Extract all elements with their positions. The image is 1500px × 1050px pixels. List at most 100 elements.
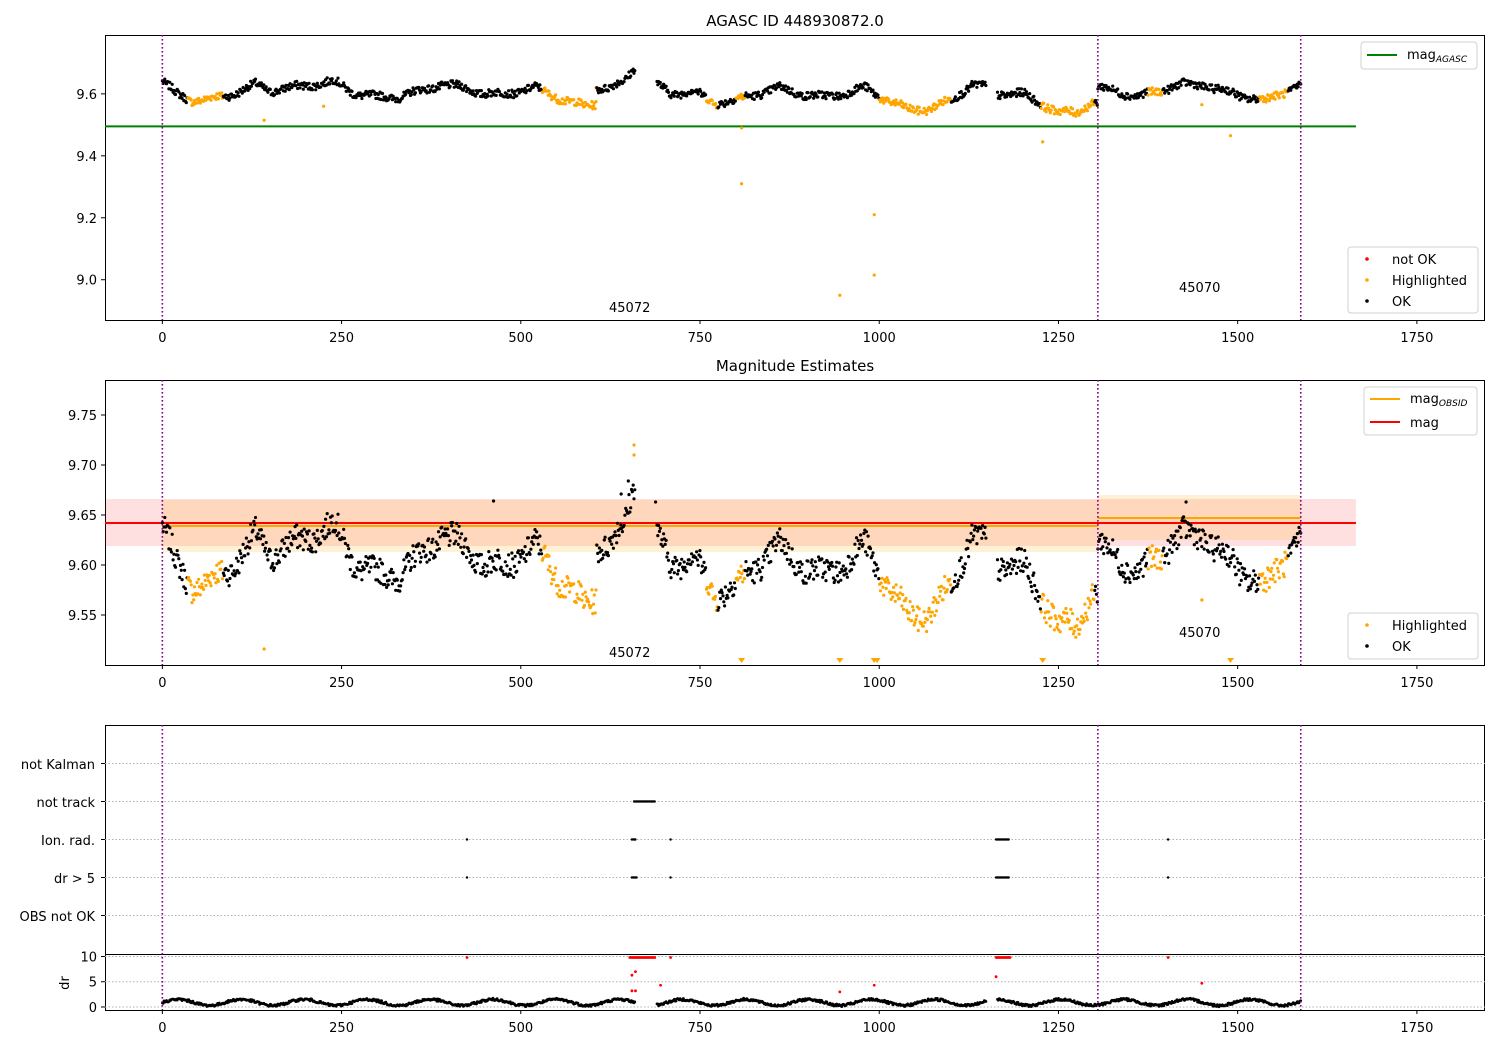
ok-point <box>454 84 458 89</box>
ok-point <box>329 521 333 525</box>
highlighted-point <box>1084 611 1088 615</box>
highlighted-point <box>1086 596 1090 601</box>
highlighted-point <box>890 590 894 595</box>
legend-ok: OK <box>1392 295 1411 310</box>
ok-point <box>866 83 870 87</box>
ok-point <box>243 554 247 558</box>
highlighted-point <box>554 93 558 97</box>
highlighted-point <box>885 576 889 580</box>
highlighted-point <box>1265 580 1269 585</box>
ok-point <box>169 550 173 554</box>
ok-point <box>352 571 356 575</box>
highlighted-point <box>187 576 191 580</box>
highlighted-point <box>549 570 553 574</box>
ok-point <box>1167 561 1171 566</box>
highlighted-point <box>1277 576 1281 580</box>
ok-point <box>1162 87 1166 91</box>
ok-point <box>314 88 318 92</box>
highlighted-point <box>547 554 551 558</box>
highlighted-point <box>547 89 551 93</box>
panel1-line-legend[interactable]: magAGASC <box>1360 41 1478 70</box>
ok-point <box>1197 81 1201 85</box>
highlighted-point <box>889 597 893 602</box>
highlighted-point <box>910 109 914 113</box>
ok-point <box>1131 573 1135 577</box>
ok-point <box>1295 532 1299 536</box>
ok-point <box>457 524 461 528</box>
ok-point <box>1126 563 1130 568</box>
ok-point <box>330 77 334 81</box>
highlighted-point <box>1269 570 1273 574</box>
highlighted-point <box>893 599 897 603</box>
ok-point <box>1202 547 1206 551</box>
dr-point <box>308 999 312 1003</box>
highlighted-point <box>575 592 579 596</box>
highlighted-point <box>591 107 595 111</box>
x-tick-label: 500 <box>508 331 533 346</box>
ok-point <box>813 560 817 564</box>
highlighted-point <box>925 112 929 117</box>
ok-point <box>404 92 408 96</box>
ok-point <box>1219 555 1224 559</box>
ok-point <box>778 81 782 85</box>
ok-point <box>291 537 295 541</box>
ok-point <box>1236 561 1240 565</box>
ok-point <box>515 569 519 573</box>
ok-point <box>965 84 969 88</box>
panel1-marker-legend[interactable]: not OK Highlighted OK <box>1347 246 1479 314</box>
ok-point <box>1242 572 1246 577</box>
ok-point <box>483 562 487 566</box>
ok-point <box>959 556 963 560</box>
ok-point <box>1161 549 1165 553</box>
ok-point <box>730 99 734 103</box>
ok-point <box>354 575 358 579</box>
highlighted-point <box>572 582 576 586</box>
ok-point <box>836 580 841 584</box>
ok-point <box>1210 534 1214 538</box>
highlighted-point <box>916 628 920 633</box>
highlighted-point <box>941 598 945 602</box>
ok-point <box>394 100 398 104</box>
highlighted-point <box>936 600 940 605</box>
ok-point <box>422 545 427 549</box>
ok-point <box>682 560 686 564</box>
ok-point <box>855 89 859 93</box>
ok-point <box>407 559 411 564</box>
ok-point <box>765 554 770 558</box>
ok-point <box>817 555 821 559</box>
panel2-plot-area <box>105 443 1356 663</box>
ok-point <box>1108 548 1112 552</box>
ok-point <box>970 79 974 84</box>
highlighted-point <box>1265 97 1269 101</box>
highlighted-point <box>1058 112 1062 117</box>
panel2-line-legend[interactable]: magOBSID mag <box>1363 386 1478 436</box>
outlier-point <box>491 499 496 503</box>
ok-point <box>1195 540 1199 545</box>
ok-point <box>980 536 984 540</box>
ok-point <box>234 556 239 560</box>
ok-point <box>310 550 314 554</box>
dr-point <box>475 1002 478 1006</box>
ok-point <box>845 575 850 579</box>
ok-point <box>398 589 402 593</box>
ok-point <box>804 97 808 102</box>
ok-point <box>610 542 614 546</box>
dr-point <box>1225 1004 1229 1007</box>
panel2-marker-legend[interactable]: Highlighted OK <box>1347 612 1479 660</box>
ok-point <box>253 515 258 520</box>
highlighted-point <box>1270 566 1274 570</box>
dr-point <box>350 1002 354 1005</box>
ok-point <box>726 596 730 600</box>
ok-point <box>777 540 781 544</box>
ok-point <box>504 572 508 576</box>
highlighted-point <box>927 606 931 611</box>
ok-point <box>503 560 507 564</box>
x-tick-label: 500 <box>508 1021 533 1036</box>
ok-point <box>240 561 244 565</box>
highlighted-point <box>1049 108 1053 112</box>
ok-point <box>1033 102 1037 106</box>
ok-point <box>733 99 737 103</box>
ok-point <box>509 573 513 577</box>
ok-point <box>662 532 666 536</box>
ok-point <box>226 93 230 98</box>
